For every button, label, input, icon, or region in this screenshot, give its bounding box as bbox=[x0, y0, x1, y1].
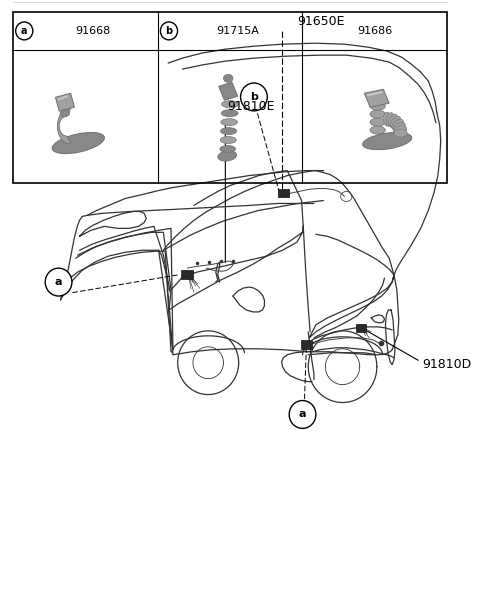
Ellipse shape bbox=[370, 110, 385, 118]
Circle shape bbox=[45, 268, 72, 296]
Polygon shape bbox=[55, 93, 74, 111]
Text: 91668: 91668 bbox=[75, 26, 110, 36]
FancyBboxPatch shape bbox=[300, 340, 312, 349]
Ellipse shape bbox=[394, 126, 407, 134]
Ellipse shape bbox=[393, 123, 406, 132]
Ellipse shape bbox=[370, 126, 385, 134]
Ellipse shape bbox=[220, 136, 236, 144]
Text: 91810D: 91810D bbox=[422, 358, 472, 371]
Polygon shape bbox=[57, 108, 71, 144]
Text: 91715A: 91715A bbox=[216, 26, 259, 36]
Ellipse shape bbox=[386, 112, 394, 126]
Circle shape bbox=[289, 400, 316, 429]
Text: 91810E: 91810E bbox=[227, 100, 275, 113]
FancyBboxPatch shape bbox=[180, 270, 193, 279]
Polygon shape bbox=[219, 82, 238, 100]
Ellipse shape bbox=[218, 151, 237, 161]
Bar bbox=[13, 12, 447, 183]
Text: 91686: 91686 bbox=[357, 26, 393, 36]
Polygon shape bbox=[364, 90, 389, 107]
Text: a: a bbox=[299, 409, 306, 419]
Ellipse shape bbox=[221, 110, 238, 117]
FancyBboxPatch shape bbox=[278, 189, 289, 198]
Text: a: a bbox=[21, 26, 27, 36]
Ellipse shape bbox=[223, 75, 233, 82]
Text: 91650E: 91650E bbox=[297, 15, 344, 28]
Ellipse shape bbox=[220, 127, 237, 135]
Ellipse shape bbox=[52, 132, 105, 154]
Ellipse shape bbox=[394, 129, 407, 137]
Ellipse shape bbox=[60, 109, 70, 117]
Ellipse shape bbox=[362, 132, 412, 150]
Circle shape bbox=[240, 83, 267, 111]
Ellipse shape bbox=[384, 112, 391, 126]
Text: b: b bbox=[166, 26, 172, 36]
Ellipse shape bbox=[388, 114, 397, 127]
Ellipse shape bbox=[370, 118, 385, 126]
FancyBboxPatch shape bbox=[356, 324, 366, 332]
Text: a: a bbox=[55, 277, 62, 287]
Ellipse shape bbox=[222, 101, 239, 108]
Ellipse shape bbox=[221, 118, 238, 126]
Ellipse shape bbox=[392, 119, 403, 130]
Ellipse shape bbox=[220, 145, 236, 153]
Text: b: b bbox=[250, 92, 258, 102]
Circle shape bbox=[160, 22, 178, 40]
Circle shape bbox=[16, 22, 33, 40]
Ellipse shape bbox=[370, 102, 385, 110]
Ellipse shape bbox=[390, 116, 401, 128]
